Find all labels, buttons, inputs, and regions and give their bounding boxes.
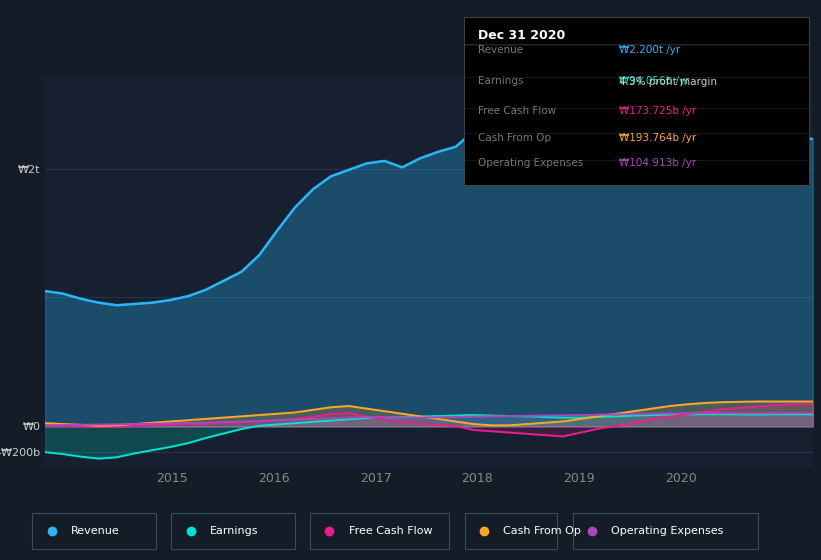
Text: Operating Expenses: Operating Expenses (478, 158, 583, 168)
Text: Earnings: Earnings (210, 526, 259, 535)
Text: ₩173.725b /yr: ₩173.725b /yr (619, 106, 696, 116)
Text: Cash From Op: Cash From Op (478, 133, 551, 143)
Text: ₩94.056b /yr: ₩94.056b /yr (619, 76, 690, 86)
Text: ₩193.764b /yr: ₩193.764b /yr (619, 133, 696, 143)
Text: ₩104.913b /yr: ₩104.913b /yr (619, 158, 696, 168)
Text: Operating Expenses: Operating Expenses (611, 526, 723, 535)
Text: ₩2.200t /yr: ₩2.200t /yr (619, 45, 681, 55)
Text: Dec 31 2020: Dec 31 2020 (478, 29, 565, 41)
Text: 4.3% profit margin: 4.3% profit margin (619, 77, 717, 87)
Text: Earnings: Earnings (478, 76, 523, 86)
Text: Revenue: Revenue (478, 45, 523, 55)
Text: Free Cash Flow: Free Cash Flow (478, 106, 556, 116)
Text: Cash From Op: Cash From Op (503, 526, 581, 535)
Text: Free Cash Flow: Free Cash Flow (349, 526, 433, 535)
Text: Revenue: Revenue (71, 526, 120, 535)
